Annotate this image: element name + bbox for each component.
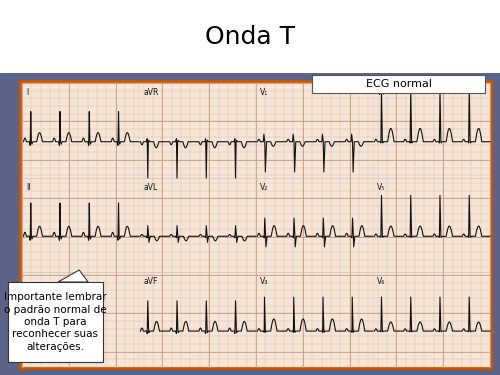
Text: Onda T: Onda T — [205, 25, 295, 49]
Text: II: II — [26, 183, 30, 192]
Text: V₆: V₆ — [377, 278, 386, 286]
Text: ECG normal: ECG normal — [366, 79, 432, 89]
Text: V₃: V₃ — [260, 278, 268, 286]
Text: I: I — [26, 88, 28, 97]
Text: aVF: aVF — [143, 278, 158, 286]
Text: aVR: aVR — [143, 88, 158, 97]
Polygon shape — [58, 270, 88, 282]
Bar — [8, 282, 103, 362]
Text: V₂: V₂ — [260, 183, 268, 192]
Bar — [312, 75, 486, 93]
Bar — [22, 83, 490, 367]
Text: V₁: V₁ — [260, 88, 268, 97]
Text: aVL: aVL — [143, 183, 157, 192]
Bar — [19, 80, 493, 370]
Text: V₄: V₄ — [377, 88, 385, 97]
Text: V₅: V₅ — [377, 183, 386, 192]
Bar — [0, 73, 500, 375]
Text: Importante lembrar
o padrão normal de
onda T para
reconhecer suas
alterações.: Importante lembrar o padrão normal de on… — [4, 292, 107, 352]
Bar — [0, 0, 500, 73]
